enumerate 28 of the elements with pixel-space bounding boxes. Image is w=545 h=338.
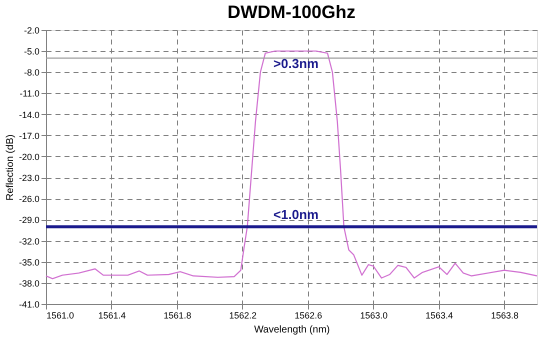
- y-tick-label: -11.0: [20, 88, 40, 99]
- x-tick-label: 1561.8: [164, 310, 192, 320]
- y-tick-label: -32.0: [18, 236, 40, 246]
- line-series: [45, 50, 538, 280]
- y-tick-label: -5.0: [24, 46, 40, 57]
- y-tick-label: -26.0: [18, 194, 40, 204]
- x-tick-label: 1563.0: [360, 310, 388, 320]
- x-axis-title: Wavelength (nm): [254, 324, 330, 336]
- x-tick-label: 1561.0: [46, 310, 74, 320]
- y-tick-label: -35.0: [18, 257, 40, 268]
- y-tick-label: -14.0: [18, 110, 40, 120]
- chart-title: DWDM-100Ghz: [227, 2, 356, 22]
- annotation: >0.3nm: [273, 56, 319, 71]
- y-tick-label: -38.0: [18, 278, 40, 288]
- y-axis-title: Reflection (dB): [4, 134, 16, 201]
- y-tick-label: -41.0: [18, 300, 40, 310]
- y-tick-label: -29.0: [18, 215, 40, 226]
- y-tick-label: -17.0: [18, 130, 40, 141]
- x-tick-label: 1563.4: [426, 310, 454, 320]
- y-tick-label: -23.0: [18, 173, 40, 184]
- y-tick-label: -2.0: [24, 26, 40, 36]
- annotation: <1.0nm: [273, 207, 319, 222]
- x-tick-label: 1562.6: [294, 310, 322, 320]
- x-tick-label: 1563.8: [491, 310, 519, 320]
- y-tick-label: -20.0: [18, 152, 40, 162]
- x-tick-label: 1561.4: [98, 310, 126, 320]
- y-tick-label: -8.0: [24, 68, 40, 78]
- x-tick-label: 1562.2: [229, 310, 257, 320]
